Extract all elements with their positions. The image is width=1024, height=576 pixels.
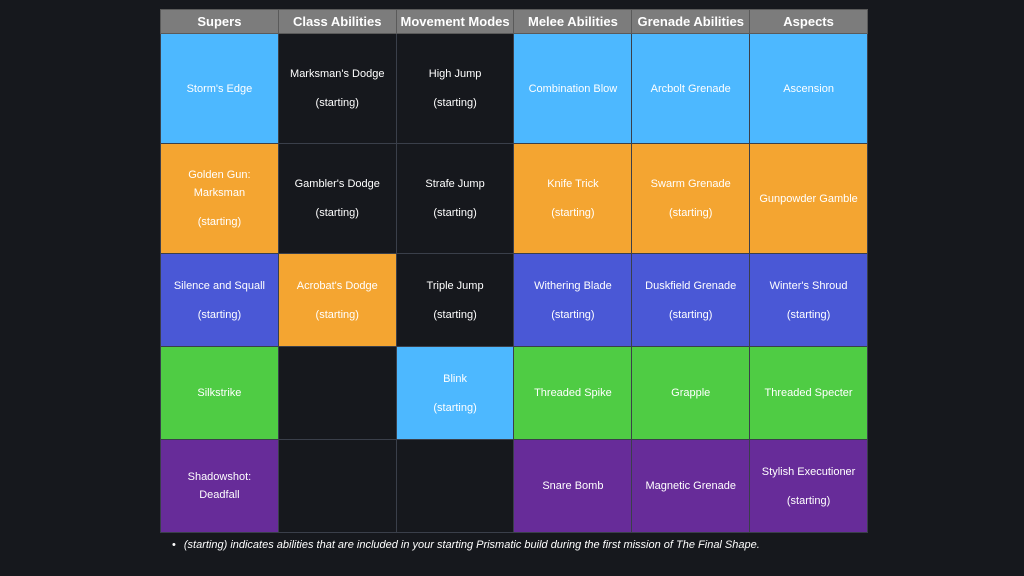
ability-name: High Jump <box>428 68 482 80</box>
table-row: Shadowshot: Deadfall Snare Bomb Magnetic G… <box>160 439 868 533</box>
ability-name: Grapple <box>671 387 711 399</box>
footnote-text: (starting) indicates abilities that are … <box>183 539 760 551</box>
starting-tag: (starting) <box>315 97 359 109</box>
ability-name: Gambler's Dodge <box>294 178 380 190</box>
starting-tag: (starting) <box>551 207 595 219</box>
ability-cell: Magnetic Grenade <box>631 439 751 533</box>
ability-name: Silkstrike <box>197 387 242 399</box>
ability-name: Stylish Executioner <box>761 465 856 478</box>
ability-name: Silence and Squall <box>173 279 265 292</box>
ability-cell: Shadowshot: Deadfall <box>160 439 279 533</box>
ability-cell: Triple Jump (starting) <box>395 253 515 347</box>
table-row: Silence and Squall (starting) Acrobat's Do… <box>160 253 868 347</box>
ability-name: Combination Blow <box>528 82 618 95</box>
starting-tag: (starting) <box>669 207 713 219</box>
ability-name: Threaded Specter <box>764 387 853 399</box>
ability-name: Winter's Shroud <box>769 279 848 292</box>
ability-name: Strafe Jump <box>425 178 485 190</box>
ability-cell: Marksman's Dodge (starting) <box>277 33 397 144</box>
ability-name: Gunpowder Gamble <box>759 192 858 205</box>
ability-cell: Blink (starting) <box>395 346 515 440</box>
ability-cell: Grapple <box>631 346 751 440</box>
ability-cell: Strafe Jump (starting) <box>395 143 515 254</box>
ability-name: Knife Trick <box>547 178 599 190</box>
starting-tag: (starting) <box>197 216 242 228</box>
ability-name: Duskfield Grenade <box>645 279 737 292</box>
ability-name: Acrobat's Dodge <box>296 279 378 292</box>
ability-name: Snare Bomb <box>542 480 604 492</box>
ability-cell: Snare Bomb <box>513 439 633 533</box>
abilities-table: Supers Class Abilities Movement Modes Me… <box>160 9 868 533</box>
starting-tag: (starting) <box>786 494 831 507</box>
starting-tag: (starting) <box>669 308 713 321</box>
table-row: Storm's Edge Marksman's Dodge (starting) Hi… <box>160 33 868 144</box>
header-movement-modes: Movement Modes <box>395 9 515 34</box>
ability-name: Withering Blade <box>534 279 612 292</box>
ability-cell: Withering Blade (starting) <box>513 253 633 347</box>
starting-tag: (starting) <box>433 97 477 109</box>
header-supers: Supers <box>160 9 279 34</box>
ability-cell: Duskfield Grenade (starting) <box>631 253 751 347</box>
empty-cell <box>277 346 397 440</box>
ability-cell: Ascension <box>749 33 868 144</box>
starting-tag: (starting) <box>315 207 359 219</box>
table-body: Storm's Edge Marksman's Dodge (starting) Hi… <box>160 33 868 533</box>
table-row: Golden Gun: Marksman (starting) Gambler's … <box>160 143 868 254</box>
ability-name: Ascension <box>783 82 834 95</box>
ability-name: Magnetic Grenade <box>645 480 736 492</box>
starting-tag: (starting) <box>197 308 242 321</box>
ability-cell: Stylish Executioner (starting) <box>749 439 868 533</box>
ability-cell: Swarm Grenade (starting) <box>631 143 751 254</box>
starting-tag: (starting) <box>433 401 477 414</box>
ability-name: Threaded Spike <box>534 387 612 399</box>
ability-name: Arcbolt Grenade <box>650 82 731 95</box>
ability-name: Shadowshot: Deadfall <box>187 471 252 501</box>
ability-cell: Gunpowder Gamble <box>749 143 868 254</box>
ability-cell: High Jump (starting) <box>395 33 515 144</box>
ability-cell: Arcbolt Grenade <box>631 33 751 144</box>
ability-name: Triple Jump <box>426 279 484 292</box>
ability-cell: Knife Trick (starting) <box>513 143 633 254</box>
header-row: Supers Class Abilities Movement Modes Me… <box>160 9 868 34</box>
table-row: Silkstrike Blink (starting) Threaded Spike G… <box>160 346 868 440</box>
header-melee-abilities: Melee Abilities <box>513 9 633 34</box>
empty-cell <box>277 439 397 533</box>
empty-cell <box>395 439 515 533</box>
ability-name: Blink <box>443 372 467 385</box>
ability-name: Storm's Edge <box>186 82 253 95</box>
ability-cell: Storm's Edge <box>160 33 279 144</box>
ability-name: Marksman's Dodge <box>290 68 385 80</box>
header-aspects: Aspects <box>749 9 868 34</box>
ability-cell: Acrobat's Dodge (starting) <box>277 253 397 347</box>
bullet: • <box>172 539 176 551</box>
ability-cell: Silence and Squall (starting) <box>160 253 279 347</box>
starting-tag: (starting) <box>433 207 477 219</box>
starting-tag: (starting) <box>433 308 477 321</box>
header-grenade-abilities: Grenade Abilities <box>631 9 751 34</box>
header-class-abilities: Class Abilities <box>277 9 397 34</box>
ability-cell: Golden Gun: Marksman (starting) <box>160 143 279 254</box>
ability-cell: Threaded Specter <box>749 346 868 440</box>
ability-cell: Gambler's Dodge (starting) <box>277 143 397 254</box>
ability-cell: Winter's Shroud (starting) <box>749 253 868 347</box>
ability-name: Swarm Grenade <box>650 178 731 190</box>
ability-name: Golden Gun: Marksman <box>188 169 251 199</box>
starting-tag: (starting) <box>551 308 595 321</box>
ability-cell: Silkstrike <box>160 346 279 440</box>
ability-cell: Threaded Spike <box>513 346 633 440</box>
starting-tag: (starting) <box>315 308 359 321</box>
starting-tag: (starting) <box>786 308 831 321</box>
footnote: • (starting) indicates abilities that are… <box>172 539 760 551</box>
ability-cell: Combination Blow <box>513 33 633 144</box>
